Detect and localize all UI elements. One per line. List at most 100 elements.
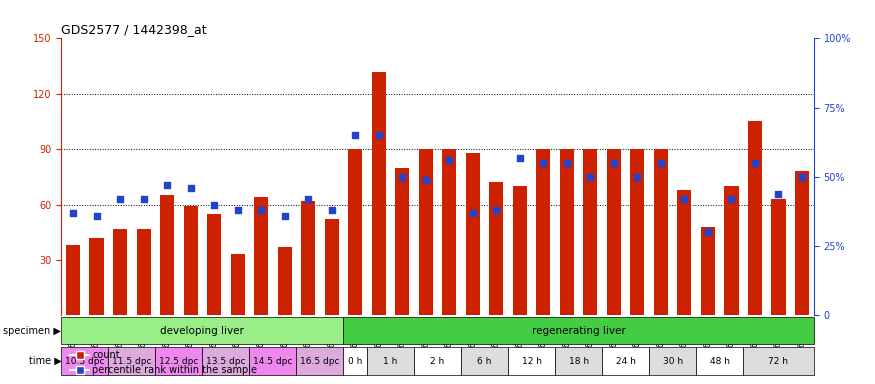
FancyBboxPatch shape xyxy=(649,348,696,375)
Text: 30 h: 30 h xyxy=(662,357,682,366)
Bar xyxy=(724,186,738,315)
Text: 6 h: 6 h xyxy=(478,357,492,366)
Point xyxy=(136,196,150,202)
Bar xyxy=(160,195,174,315)
FancyBboxPatch shape xyxy=(108,348,156,375)
Point xyxy=(560,160,574,166)
Bar xyxy=(560,149,574,315)
Point xyxy=(795,174,809,180)
Point xyxy=(89,213,103,219)
FancyBboxPatch shape xyxy=(367,348,414,375)
Point xyxy=(489,207,503,213)
Bar xyxy=(513,186,527,315)
FancyBboxPatch shape xyxy=(297,348,344,375)
Bar xyxy=(254,197,269,315)
FancyBboxPatch shape xyxy=(414,348,461,375)
Point xyxy=(184,185,198,191)
Point xyxy=(254,207,268,213)
Point xyxy=(160,182,174,188)
Text: 2 h: 2 h xyxy=(430,357,444,366)
Point xyxy=(301,196,315,202)
Bar xyxy=(372,72,386,315)
Point xyxy=(772,190,786,197)
Point xyxy=(701,229,715,235)
Text: 14.5 dpc: 14.5 dpc xyxy=(253,357,292,366)
Bar xyxy=(630,149,645,315)
Bar xyxy=(277,247,291,315)
Text: 10.5 dpc: 10.5 dpc xyxy=(65,357,104,366)
FancyBboxPatch shape xyxy=(156,348,202,375)
Bar xyxy=(419,149,433,315)
Point xyxy=(372,132,386,138)
Point xyxy=(277,213,291,219)
Bar xyxy=(536,149,550,315)
FancyBboxPatch shape xyxy=(344,348,367,375)
Point xyxy=(677,196,691,202)
Text: 16.5 dpc: 16.5 dpc xyxy=(300,357,340,366)
FancyBboxPatch shape xyxy=(555,348,602,375)
Point xyxy=(66,210,80,216)
Text: time ▶: time ▶ xyxy=(29,356,61,366)
Point xyxy=(748,160,762,166)
Point xyxy=(231,207,245,213)
Point xyxy=(348,132,362,138)
Point xyxy=(630,174,644,180)
Text: 12.5 dpc: 12.5 dpc xyxy=(159,357,199,366)
Point xyxy=(513,154,527,161)
FancyBboxPatch shape xyxy=(602,348,649,375)
Bar xyxy=(607,149,621,315)
Point xyxy=(584,174,598,180)
Bar xyxy=(136,228,150,315)
FancyBboxPatch shape xyxy=(743,348,814,375)
Text: specimen ▶: specimen ▶ xyxy=(4,326,61,336)
Bar xyxy=(396,168,410,315)
Point xyxy=(442,157,456,163)
FancyBboxPatch shape xyxy=(461,348,508,375)
Text: GDS2577 / 1442398_at: GDS2577 / 1442398_at xyxy=(61,23,206,36)
FancyBboxPatch shape xyxy=(61,317,344,344)
Legend: count, percentile rank within the sample: count, percentile rank within the sample xyxy=(66,346,262,379)
Point xyxy=(396,174,410,180)
Bar xyxy=(772,199,786,315)
Text: developing liver: developing liver xyxy=(160,326,244,336)
Point xyxy=(325,207,339,213)
Bar xyxy=(184,207,198,315)
Text: 72 h: 72 h xyxy=(768,357,788,366)
Text: 18 h: 18 h xyxy=(569,357,589,366)
Bar xyxy=(231,255,245,315)
Point xyxy=(607,160,621,166)
Text: 1 h: 1 h xyxy=(383,357,397,366)
Bar xyxy=(348,149,362,315)
Text: 48 h: 48 h xyxy=(710,357,730,366)
Bar xyxy=(795,171,809,315)
Text: 13.5 dpc: 13.5 dpc xyxy=(206,357,246,366)
Text: 0 h: 0 h xyxy=(348,357,362,366)
Bar xyxy=(325,219,339,315)
Bar xyxy=(89,238,103,315)
Point xyxy=(654,160,668,166)
Point xyxy=(536,160,550,166)
Text: 12 h: 12 h xyxy=(522,357,542,366)
Point xyxy=(113,196,127,202)
Point xyxy=(466,210,480,216)
Bar xyxy=(489,182,503,315)
Text: 11.5 dpc: 11.5 dpc xyxy=(112,357,151,366)
Point xyxy=(419,177,433,183)
Text: regenerating liver: regenerating liver xyxy=(532,326,626,336)
Bar xyxy=(301,201,315,315)
Point xyxy=(207,202,221,208)
Bar xyxy=(654,149,668,315)
Bar xyxy=(113,228,127,315)
Bar xyxy=(207,214,221,315)
Point xyxy=(724,196,738,202)
Bar xyxy=(677,190,691,315)
Bar xyxy=(442,149,457,315)
FancyBboxPatch shape xyxy=(696,348,743,375)
FancyBboxPatch shape xyxy=(61,348,108,375)
FancyBboxPatch shape xyxy=(249,348,297,375)
Bar xyxy=(748,121,762,315)
Bar xyxy=(466,153,480,315)
Bar xyxy=(584,149,598,315)
Bar xyxy=(66,245,80,315)
Bar xyxy=(701,227,715,315)
